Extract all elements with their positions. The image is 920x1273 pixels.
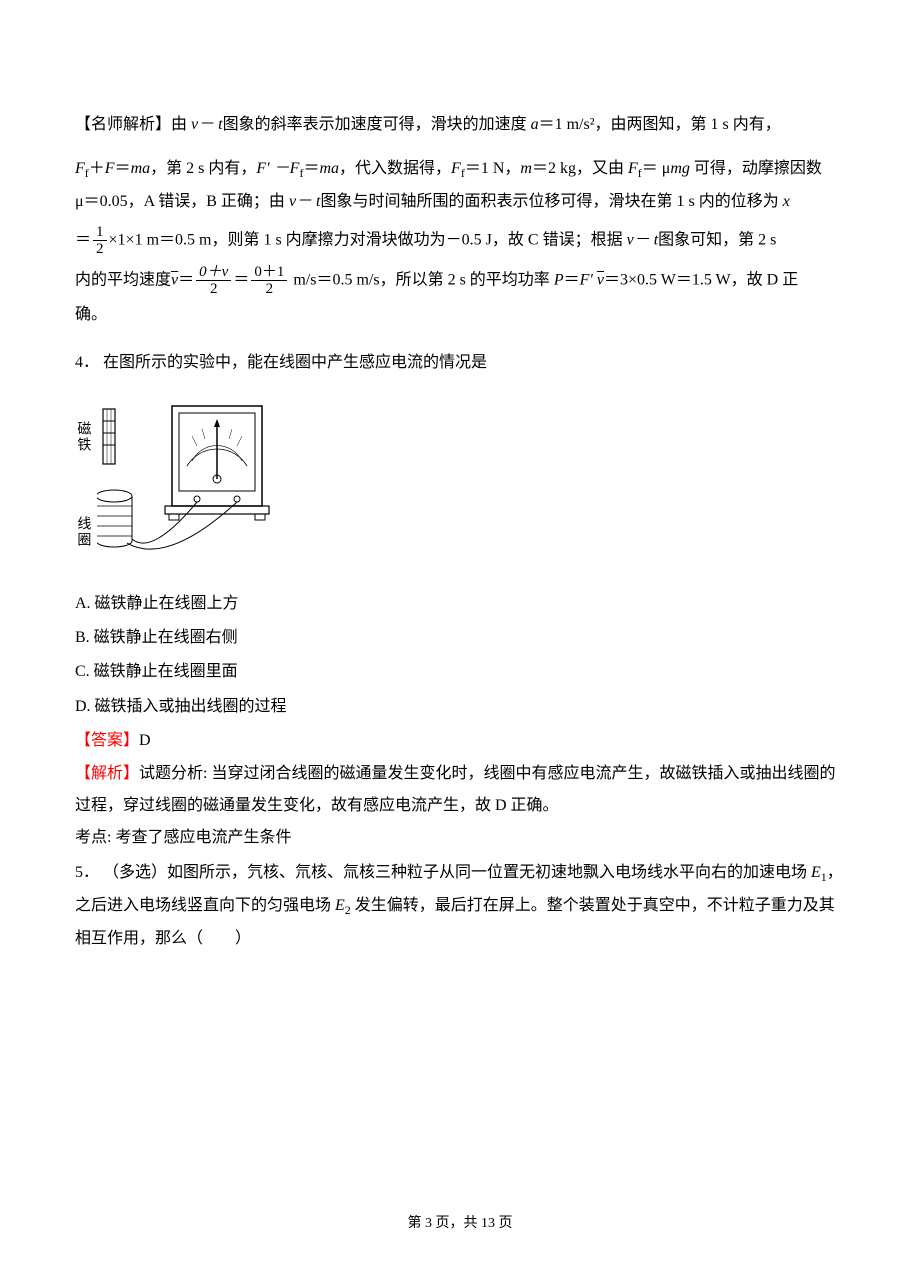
text: ＋ xyxy=(89,160,105,177)
var-mg: mg xyxy=(670,160,690,177)
text: ＝2 kg，又由 xyxy=(532,160,628,177)
analysis3-line4: ＝12×1×1 m＝0.5 m，则第 1 s 内摩擦力对滑块做功为－0.5 J，… xyxy=(75,224,845,258)
page-number: 3 xyxy=(425,1216,432,1231)
option-c: C. 磁铁静止在线圈里面 xyxy=(75,657,845,687)
analysis3-line5: 内的平均速度v＝0＋v2＝0＋12 m/s＝0.5 m/s，所以第 2 s 的平… xyxy=(75,264,845,298)
text: ＝ xyxy=(564,271,580,288)
text: ＝ xyxy=(233,271,249,288)
text: 确。 xyxy=(75,306,107,323)
text: 发生偏转，最后打在屏上。整个装置处于真空中，不计粒子重力及其 xyxy=(351,897,835,914)
text: 图象的斜率表示加速度可得，滑块的加速度 xyxy=(223,116,531,133)
text: 内的平均速度 xyxy=(75,271,171,288)
text: ＝ xyxy=(178,271,194,288)
q5-line2: 之后进入电场线竖直向下的匀强电场 E2 发生偏转，最后打在屏上。整个装置处于真空… xyxy=(75,891,845,922)
fraction-2: 0＋v2 xyxy=(196,264,231,298)
q5-line3: 相互作用，那么（ ） xyxy=(75,924,845,954)
var-F2: F xyxy=(105,160,115,177)
text: ＝1 m/s²，由两图知，第 1 s 内有， xyxy=(539,116,781,133)
frac-den: 2 xyxy=(93,241,107,258)
fraction-3: 0＋12 xyxy=(251,264,287,298)
q5-line1: 5． （多选）如图所示，氕核、氘核、氚核三种粒子从同一位置无初速地飘入电场线水平… xyxy=(75,858,845,889)
coil-label: 线圈 xyxy=(75,516,90,548)
analysis3-line2: Ff＋F＝ma，第 2 s 内有，F′ －Ff＝ma，代入数据得，Ff＝1 N，… xyxy=(75,154,845,185)
var-vbar2: v xyxy=(597,271,604,288)
answer-label: 【答案】 xyxy=(75,732,139,749)
var-vt3: v－ t xyxy=(627,231,659,248)
var-a: a xyxy=(531,116,539,133)
analysis3-label: 【名师解析】 xyxy=(75,116,171,133)
q4-title: 4． 在图所示的实验中，能在线圈中产生感应电流的情况是 xyxy=(75,348,845,378)
text: 可得，动摩擦因数 xyxy=(690,160,822,177)
var-x: x xyxy=(783,193,790,210)
option-d: D. 磁铁插入或抽出线圈的过程 xyxy=(75,692,845,722)
var-P: P xyxy=(554,271,564,288)
page-content: 【名师解析】由 v－ t图象的斜率表示加速度可得，滑块的加速度 a＝1 m/s²… xyxy=(75,110,845,954)
var-m: m xyxy=(520,160,532,177)
option-a: A. 磁铁静止在线圈上方 xyxy=(75,589,845,619)
var-ma2: ma xyxy=(319,160,339,177)
text: ＝ μ xyxy=(642,160,671,177)
text: 由 xyxy=(171,116,191,133)
q4-point: 考点: 考查了感应电流产生条件 xyxy=(75,823,845,853)
var-Ff: F xyxy=(451,160,461,177)
analysis3-block: 【名师解析】由 v－ t图象的斜率表示加速度可得，滑块的加速度 a＝1 m/s²… xyxy=(75,110,845,140)
text: ＝ xyxy=(75,231,91,248)
total-pages: 13 xyxy=(481,1216,495,1231)
var-vt2: v－ t xyxy=(289,193,321,210)
footer-text-b: 页，共 xyxy=(432,1216,481,1231)
text: ＝3×0.5 W＝1.5 W，故 D 正 xyxy=(604,271,798,288)
q4-figure: 磁铁 线圈 xyxy=(75,391,285,571)
frac-den2: 2 xyxy=(196,281,231,298)
q4-analysis-line2: 过程，穿过线圈的磁通量发生变化，故有感应电流产生，故 D 正确。 xyxy=(75,791,845,821)
analysis3-line3: μ＝0.05，A 错误，B 正确；由 v－ t图象与时间轴所围的面积表示位移可得… xyxy=(75,187,845,217)
q4-analysis-line1: 【解析】试题分析: 当穿过闭合线圈的磁通量发生变化时，线圈中有感应电流产生，故磁… xyxy=(75,759,845,789)
question-5: 5． （多选）如图所示，氕核、氘核、氚核三种粒子从同一位置无初速地飘入电场线水平… xyxy=(75,858,845,954)
text: ＝ xyxy=(303,160,319,177)
analysis-label: 【解析】 xyxy=(75,765,139,782)
var-FFf: F′ －F xyxy=(256,160,299,177)
footer-text-c: 页 xyxy=(495,1216,513,1231)
var-Ff2: F xyxy=(628,160,638,177)
frac-num: 1 xyxy=(93,224,107,242)
text: 图象可知，第 2 s xyxy=(658,231,776,248)
footer-text-a: 第 xyxy=(408,1216,426,1231)
text: ＝ xyxy=(115,160,131,177)
analysis-text: 试题分析: 当穿过闭合线圈的磁通量发生变化时，线圈中有感应电流产生，故磁铁插入或… xyxy=(139,765,835,782)
text: ×1×1 m＝0.5 m，则第 1 s 内摩擦力对滑块做功为－0.5 J，故 C… xyxy=(109,231,627,248)
var-E1: E xyxy=(811,864,821,881)
option-b: B. 磁铁静止在线圈右侧 xyxy=(75,623,845,653)
page-footer: 第 3 页，共 13 页 xyxy=(0,1211,920,1238)
text: 5． （多选）如图所示，氕核、氘核、氚核三种粒子从同一位置无初速地飘入电场线水平… xyxy=(75,864,811,881)
text: ＝1 N， xyxy=(465,160,521,177)
fraction-half: 12 xyxy=(93,224,107,258)
text: ，第 2 s 内有， xyxy=(150,160,256,177)
frac-num3: 0＋1 xyxy=(251,264,287,282)
text: m/s＝0.5 m/s，所以第 2 s 的平均功率 xyxy=(289,271,553,288)
answer-value: D xyxy=(139,732,151,749)
var-Fprime: F′ xyxy=(580,271,597,288)
text: 之后进入电场线竖直向下的匀强电场 xyxy=(75,897,335,914)
q4-answer: 【答案】D xyxy=(75,726,845,756)
var-F: F xyxy=(75,160,85,177)
frac-num2: 0＋v xyxy=(196,264,231,282)
experiment-diagram-icon xyxy=(97,391,282,571)
question-4: 4． 在图所示的实验中，能在线圈中产生感应电流的情况是 磁铁 线圈 xyxy=(75,348,845,854)
var-E2: E xyxy=(335,897,345,914)
var-ma: ma xyxy=(131,160,151,177)
q4-options: A. 磁铁静止在线圈上方 B. 磁铁静止在线圈右侧 C. 磁铁静止在线圈里面 D… xyxy=(75,589,845,723)
text: ，代入数据得， xyxy=(339,160,451,177)
magnet-label: 磁铁 xyxy=(75,421,90,453)
text: μ＝0.05，A 错误，B 正确；由 xyxy=(75,193,289,210)
frac-den3: 2 xyxy=(251,281,287,298)
var-vt: v－ t xyxy=(191,116,223,133)
text: ， xyxy=(827,864,843,881)
text: 图象与时间轴所围的面积表示位移可得，滑块在第 1 s 内的位移为 xyxy=(321,193,783,210)
analysis3-line6: 确。 xyxy=(75,300,845,330)
